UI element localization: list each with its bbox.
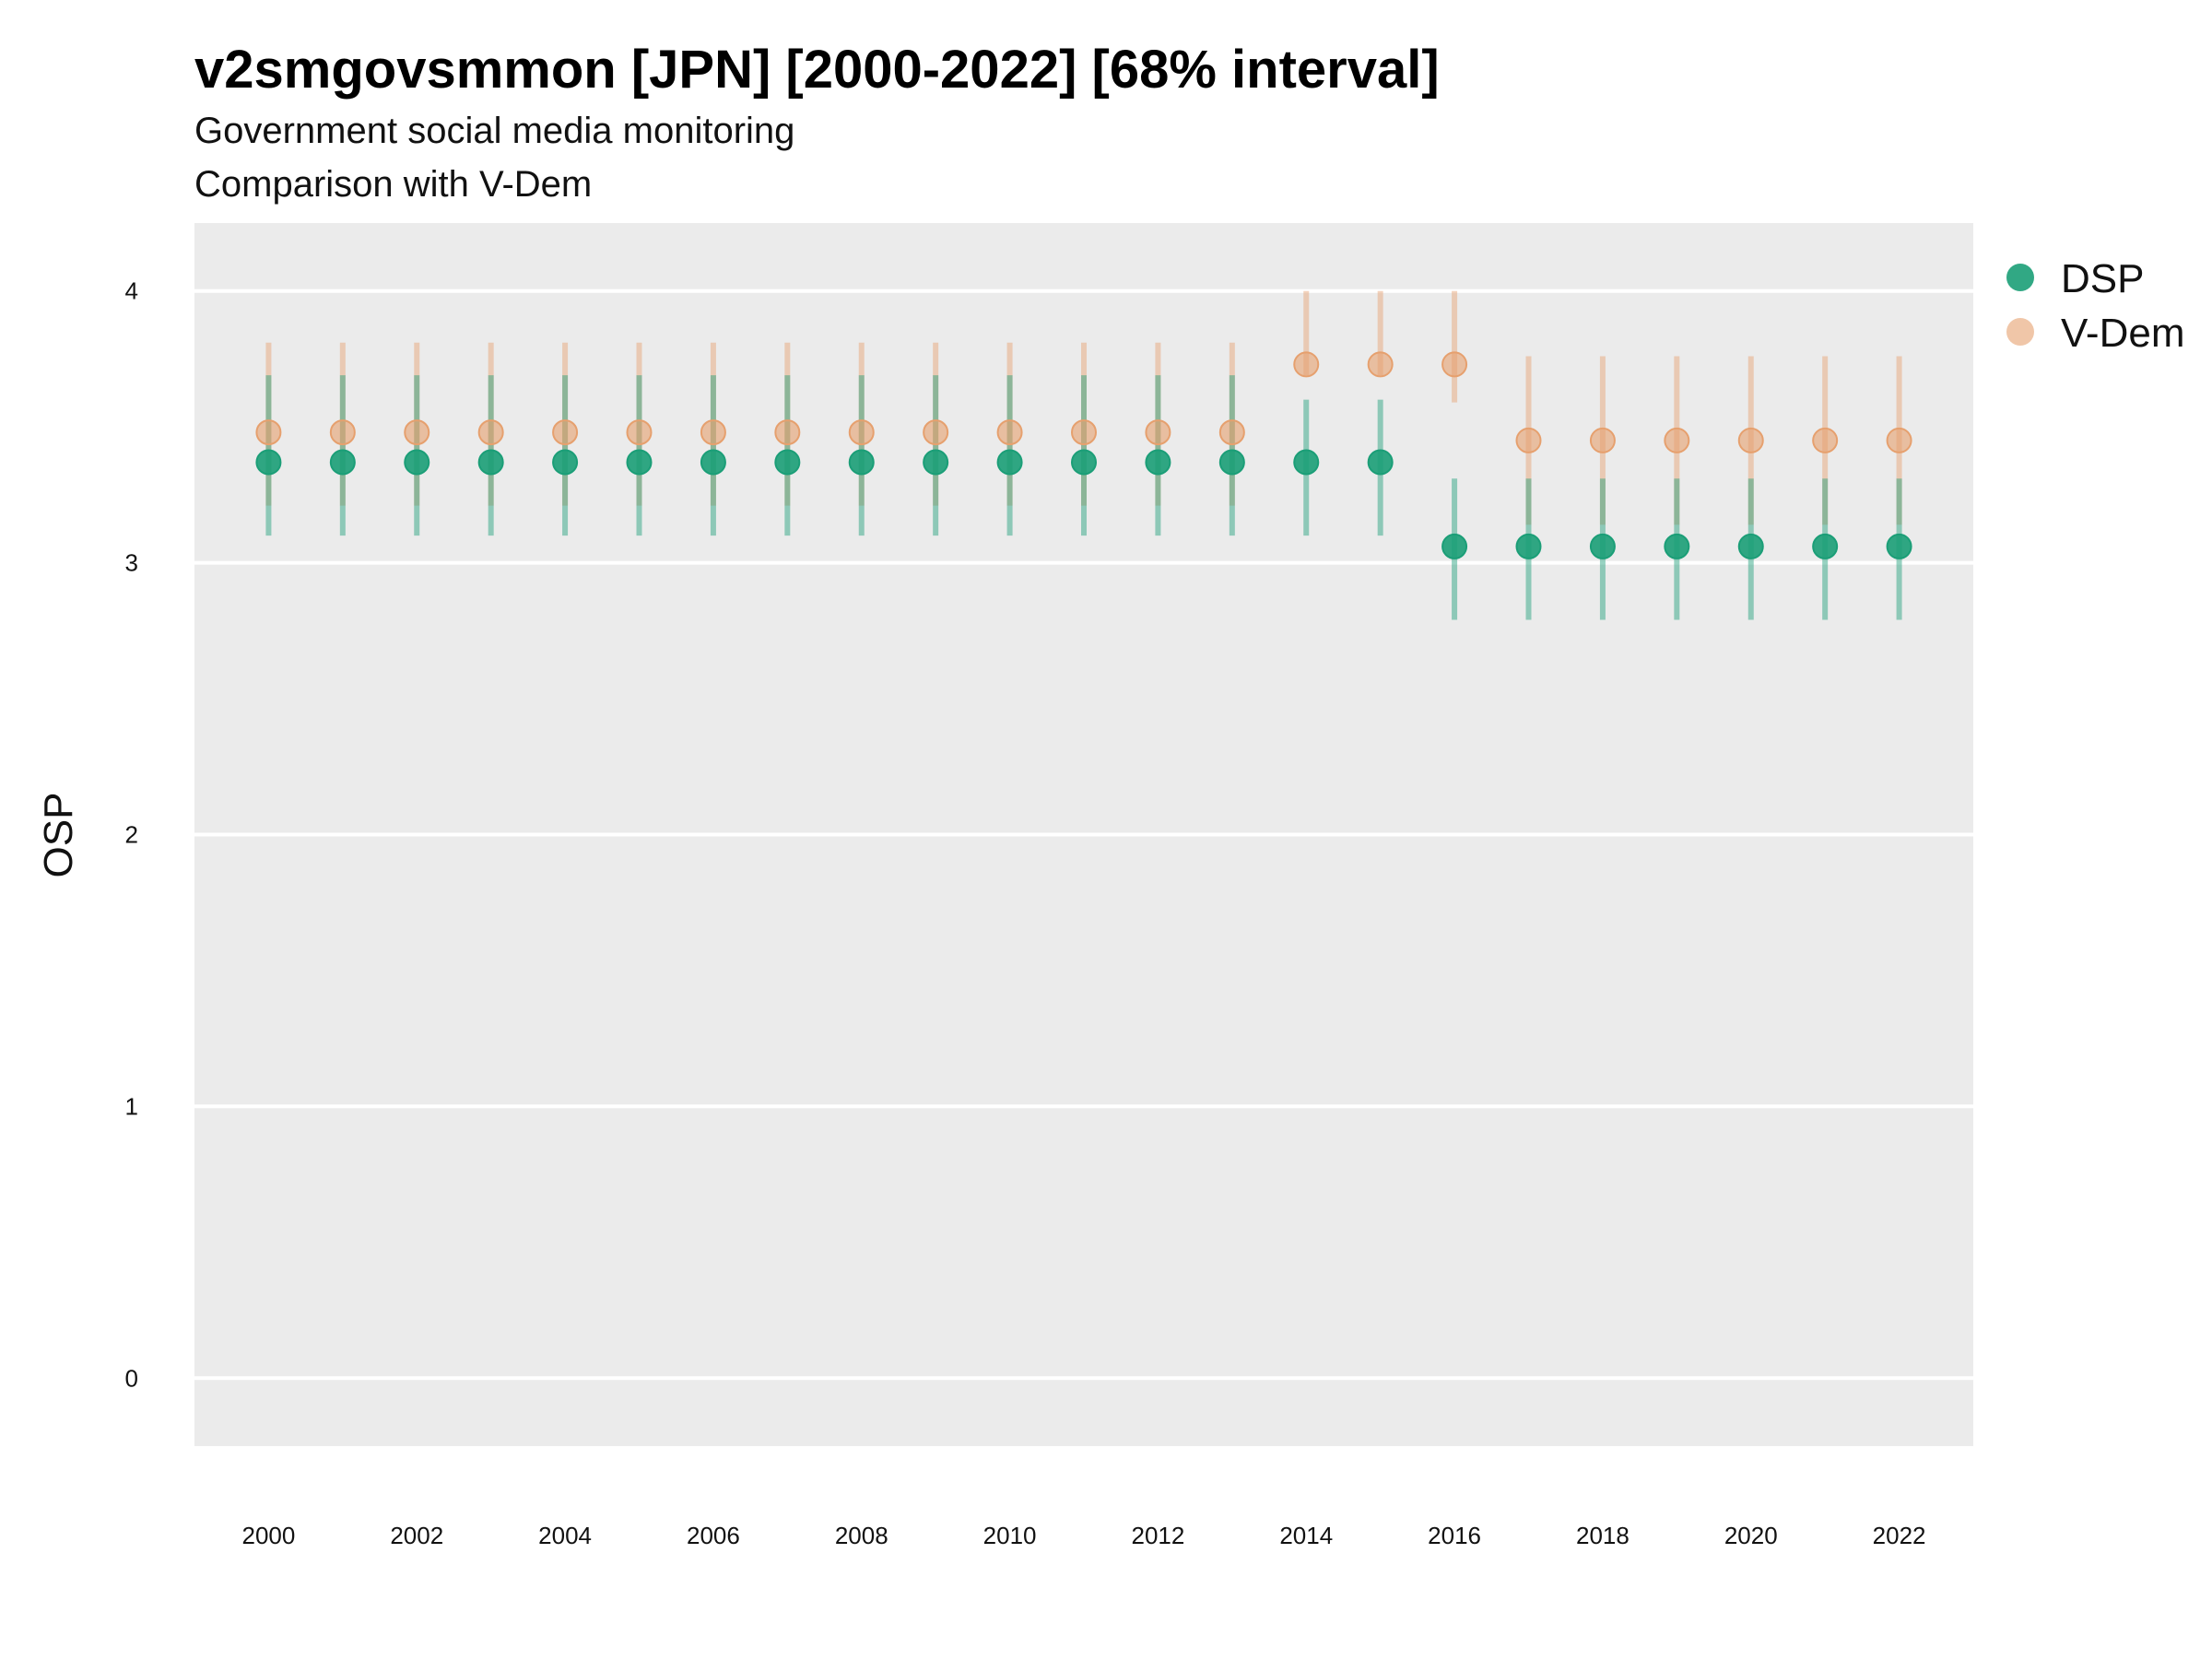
- data-points: [255, 351, 1912, 559]
- point-vdem: [255, 419, 282, 446]
- x-tick-label: 2000: [241, 1522, 295, 1549]
- x-tick-label: 2002: [390, 1522, 443, 1549]
- point-vdem: [1515, 427, 1542, 453]
- point-dsp: [923, 449, 949, 476]
- point-vdem: [923, 419, 949, 446]
- x-tick-label: 2020: [1724, 1522, 1778, 1549]
- y-tick-label: 2: [125, 821, 138, 849]
- legend-label-vdem: V-Dem: [2061, 311, 2184, 356]
- legend-marker-dsp: [2006, 264, 2034, 291]
- point-dsp: [1737, 533, 1764, 559]
- point-vdem: [477, 419, 504, 446]
- point-dsp: [1589, 533, 1616, 559]
- x-tick-label: 2008: [835, 1522, 888, 1549]
- point-vdem: [1737, 427, 1764, 453]
- point-vdem: [1218, 419, 1245, 446]
- point-vdem: [1071, 419, 1097, 446]
- point-dsp: [1664, 533, 1690, 559]
- point-vdem: [552, 419, 579, 446]
- point-vdem: [626, 419, 653, 446]
- y-axis-label: OSP: [36, 793, 81, 878]
- y-tick-label: 1: [125, 1092, 138, 1120]
- point-dsp: [404, 449, 430, 476]
- point-dsp: [1886, 533, 1912, 559]
- point-dsp: [1812, 533, 1839, 559]
- point-dsp: [477, 449, 504, 476]
- grid-lines: [194, 288, 1973, 1381]
- point-dsp: [700, 449, 726, 476]
- point-dsp: [552, 449, 579, 476]
- point-dsp: [1293, 449, 1320, 476]
- x-tick-label: 2006: [687, 1522, 740, 1549]
- point-vdem: [1812, 427, 1839, 453]
- point-vdem: [1441, 351, 1468, 378]
- point-vdem: [404, 419, 430, 446]
- point-dsp: [774, 449, 801, 476]
- point-dsp: [329, 449, 356, 476]
- point-vdem: [996, 419, 1023, 446]
- x-tick-label: 2012: [1131, 1522, 1184, 1549]
- point-vdem: [848, 419, 875, 446]
- x-tick-label: 2022: [1873, 1522, 1926, 1549]
- y-axis-ticks: 0 1 2 3 4: [125, 277, 138, 1393]
- point-dsp: [255, 449, 282, 476]
- point-vdem: [774, 419, 801, 446]
- x-tick-label: 2004: [538, 1522, 592, 1549]
- point-dsp: [1145, 449, 1171, 476]
- point-vdem: [1589, 427, 1616, 453]
- point-vdem: [1886, 427, 1912, 453]
- chart-title: v2smgovsmmon [JPN] [2000-2022] [68% inte…: [194, 40, 1440, 100]
- point-dsp: [996, 449, 1023, 476]
- x-tick-label: 2010: [983, 1522, 1037, 1549]
- legend: DSP V-Dem: [2006, 256, 2184, 356]
- y-tick-label: 3: [125, 549, 138, 577]
- point-vdem: [329, 419, 356, 446]
- point-vdem: [1145, 419, 1171, 446]
- x-tick-label: 2014: [1279, 1522, 1333, 1549]
- legend-label-dsp: DSP: [2061, 256, 2144, 301]
- point-dsp: [1515, 533, 1542, 559]
- point-dsp: [1441, 533, 1468, 559]
- y-tick-label: 4: [125, 277, 138, 305]
- legend-marker-vdem: [2006, 318, 2034, 346]
- x-tick-label: 2016: [1428, 1522, 1481, 1549]
- point-dsp: [1367, 449, 1394, 476]
- point-vdem: [1664, 427, 1690, 453]
- point-dsp: [626, 449, 653, 476]
- chart-subtitle-line-2: Comparison with V-Dem: [194, 164, 592, 205]
- point-dsp: [848, 449, 875, 476]
- x-tick-label: 2018: [1576, 1522, 1630, 1549]
- point-vdem: [700, 419, 726, 446]
- point-dsp: [1218, 449, 1245, 476]
- point-dsp: [1071, 449, 1097, 476]
- point-vdem: [1293, 351, 1320, 378]
- x-axis-ticks: 2000 2002 2004 2006 2008 2010 2012 2014 2016 2018…: [241, 1522, 1925, 1549]
- chart-subtitle-line-1: Government social media monitoring: [194, 111, 794, 151]
- point-vdem: [1367, 351, 1394, 378]
- y-tick-label: 0: [125, 1364, 138, 1392]
